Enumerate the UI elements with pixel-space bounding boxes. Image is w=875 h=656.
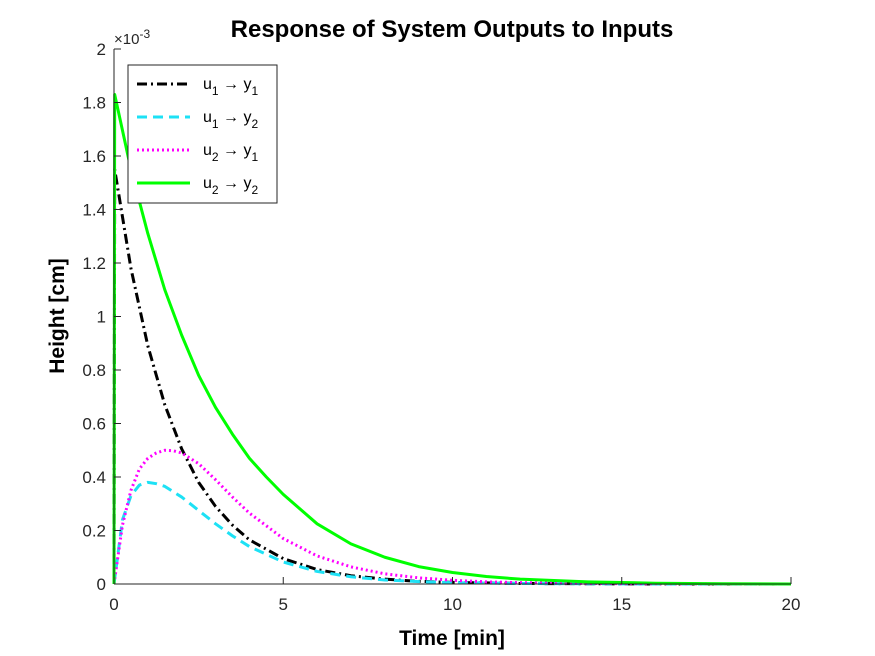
y-tick-label: 1: [97, 308, 106, 327]
y-exponent-power: -3: [139, 27, 150, 41]
legend-label: u1 → y1: [203, 76, 258, 98]
y-exponent-text: ×10: [114, 31, 139, 48]
legend-label-part: →: [219, 76, 244, 93]
x-tick-label: 0: [109, 595, 118, 614]
x-tick-label: 15: [612, 595, 631, 614]
tick-layer: 0 5 10 15 20 0 0.2 0.4 0.6 0.8 1 1.2 1.4 1.6 1.8 2: [82, 40, 800, 614]
legend-label-part: y: [243, 76, 251, 93]
y-exponent-base: ×10-3: [114, 27, 150, 48]
axes-box: [113, 49, 791, 585]
legend-label-part: 2: [212, 150, 219, 164]
y-tick-label: 1.2: [82, 254, 106, 273]
series-line: [112, 448, 791, 586]
legend-label-part: 2: [251, 117, 258, 131]
y-exponent: ×10-3: [114, 27, 150, 48]
legend-box: [127, 64, 278, 204]
legend-label-part: u: [203, 175, 212, 192]
y-tick-label: 0: [97, 575, 106, 594]
x-tick-label: 5: [279, 595, 288, 614]
x-tick-label: 20: [782, 595, 801, 614]
legend-label-part: 1: [251, 84, 258, 98]
y-tick-label: 2: [97, 40, 106, 59]
y-tick-label: 0.8: [82, 361, 106, 380]
legend-label-part: y: [243, 175, 251, 192]
legend-label-part: 2: [251, 183, 258, 197]
legend-label-part: u: [203, 142, 212, 159]
legend-label-part: 1: [212, 84, 219, 98]
x-axis-title: Time [min]: [399, 627, 505, 650]
legend-label-part: →: [219, 175, 244, 192]
chart-title: Response of System Outputs to Inputs: [231, 16, 674, 43]
legend-label-part: 1: [212, 117, 219, 131]
x-tick-label: 10: [443, 595, 462, 614]
legend-label-part: u: [203, 76, 212, 93]
legend-label-part: 1: [251, 150, 258, 164]
y-tick-label: 1.4: [82, 201, 106, 220]
y-tick-label: 0.6: [82, 415, 106, 434]
y-tick-label: 1.6: [82, 147, 106, 166]
legend-label-part: u: [203, 109, 212, 126]
legend-label-part: y: [243, 142, 251, 159]
legend-label: u2 → y1: [203, 142, 258, 164]
legend-label-part: →: [219, 142, 244, 159]
y-tick-label: 0.4: [82, 468, 106, 487]
legend-label-part: y: [243, 109, 251, 126]
legend-label-part: →: [219, 109, 244, 126]
y-axis-title: Height [cm]: [46, 258, 69, 374]
legend-label: u2 → y2: [203, 175, 258, 197]
y-tick-label: 0.2: [82, 522, 106, 541]
legend-label-part: 2: [212, 183, 219, 197]
y-tick-label: 1.8: [82, 94, 106, 113]
series-line: [112, 92, 792, 586]
legend-label: u1 → y2: [203, 109, 258, 131]
